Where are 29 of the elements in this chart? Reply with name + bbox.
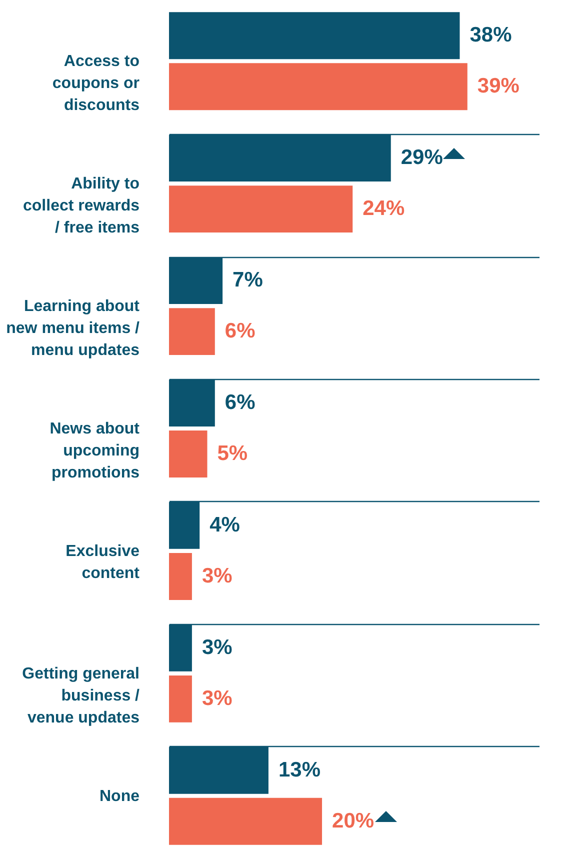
y-tick-label: Exclusive content bbox=[66, 542, 140, 582]
y-tick-label: Getting general business / venue updates bbox=[22, 665, 140, 726]
data-label: 24% bbox=[362, 197, 405, 220]
bar bbox=[169, 430, 208, 478]
data-label: 3% bbox=[202, 564, 233, 588]
data-label: 6% bbox=[224, 390, 256, 414]
data-label: 13% bbox=[278, 758, 321, 782]
y-tick-label: Access to coupons or discounts bbox=[52, 53, 140, 114]
data-label: 6% bbox=[224, 320, 256, 343]
bar bbox=[169, 675, 192, 722]
data-label: 20% bbox=[332, 809, 374, 832]
data-label: 39% bbox=[477, 74, 520, 98]
data-label: 5% bbox=[217, 442, 248, 466]
bar bbox=[169, 12, 460, 60]
bar bbox=[169, 798, 322, 845]
bar bbox=[169, 186, 353, 233]
y-tick-label: None bbox=[100, 788, 140, 805]
data-label: 7% bbox=[232, 268, 264, 292]
bar bbox=[169, 553, 192, 600]
y-tick-label: Ability to collect rewards / free items bbox=[23, 176, 140, 237]
bar bbox=[169, 63, 468, 110]
bar bbox=[169, 308, 215, 356]
y-tick-label: News about upcoming promotions bbox=[50, 420, 140, 482]
data-label: 38% bbox=[470, 24, 512, 47]
data-label: 29% bbox=[400, 146, 444, 170]
y-tick-label: Learning about new menu items / menu updates bbox=[6, 298, 140, 360]
data-label: 4% bbox=[210, 513, 240, 536]
data-label: 3% bbox=[202, 686, 233, 710]
data-label: 3% bbox=[202, 636, 233, 659]
